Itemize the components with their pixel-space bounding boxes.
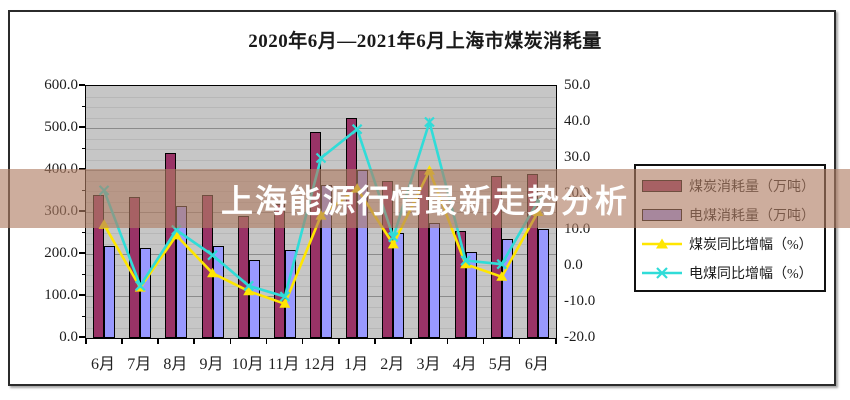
- legend-label: 电煤同比增幅（%）: [689, 266, 813, 282]
- x-axis-tick: [446, 338, 449, 344]
- y-axis-label-right: 40.0: [564, 113, 591, 129]
- gridline-minor: [86, 107, 556, 108]
- y-axis-label-right: 30.0: [564, 149, 591, 165]
- gridline-minor: [86, 138, 556, 140]
- legend-line-icon: [642, 238, 682, 248]
- chart-title: 2020年6月—2021年6月上海市煤炭消耗量: [248, 31, 602, 52]
- y-axis-label-left: 500.0: [44, 119, 78, 135]
- y-axis-label-left: 200.0: [44, 245, 78, 261]
- x-axis-tick: [518, 338, 521, 344]
- x-marker-icon: [496, 258, 508, 270]
- legend-item: 煤炭同比增幅（%）: [636, 229, 824, 258]
- gridline-major: [86, 128, 556, 129]
- x-axis-tick: [374, 338, 376, 344]
- left-axis-minor-tick: [82, 316, 85, 317]
- triangle-marker-icon: [243, 285, 255, 296]
- bar-electric-coal: [465, 251, 477, 338]
- x-axis-tick: [265, 338, 268, 344]
- gridline-minor: [86, 149, 556, 150]
- x-axis-label: 1月: [344, 356, 369, 373]
- triangle-marker-icon: [496, 271, 508, 281]
- x-axis-tick: [301, 338, 304, 344]
- left-axis-minor-tick: [82, 127, 85, 128]
- left-axis-minor-tick: [82, 148, 85, 149]
- y-axis-label-right: -10.0: [564, 293, 596, 309]
- x-axis-label: 3月: [416, 356, 441, 373]
- bar-electric-coal: [248, 260, 260, 338]
- x-axis-tick: [229, 338, 232, 344]
- x-marker-icon: [388, 231, 399, 243]
- triangle-marker-icon: [207, 267, 219, 278]
- x-axis-label: 8月: [163, 356, 188, 373]
- left-axis-minor-tick: [82, 274, 85, 275]
- x-axis-tick: [157, 338, 159, 344]
- triangle-marker-icon: [460, 258, 472, 269]
- y-axis-label-left: 100.0: [44, 287, 78, 303]
- x-axis-label: 10月: [231, 356, 264, 373]
- x-axis-label: 9月: [199, 356, 224, 373]
- x-marker-icon: [351, 123, 363, 135]
- x-axis-tick: [121, 338, 123, 344]
- bar-electric-coal: [212, 245, 224, 338]
- y-axis-label-left: 600.0: [44, 77, 78, 93]
- x-axis-tick: [555, 338, 557, 344]
- bar-electric-coal: [537, 228, 549, 338]
- left-axis-tick: [79, 84, 85, 86]
- bar-electric-coal: [104, 245, 116, 338]
- x-marker-icon: [279, 291, 291, 302]
- x-axis-tick: [85, 338, 87, 344]
- y-axis-label-right: 50.0: [564, 77, 591, 93]
- gridline-minor: [86, 117, 556, 119]
- watermark-banner: 上海能源行情最新走势分析: [0, 169, 850, 228]
- x-marker-icon: [243, 280, 254, 292]
- x-axis-label: 7月: [127, 356, 152, 373]
- x-axis-label: 12月: [303, 356, 336, 373]
- left-axis-minor-tick: [82, 106, 85, 107]
- x-axis-label: 4月: [452, 356, 477, 373]
- y-axis-label-right: 0.0: [564, 257, 583, 273]
- x-axis-tick: [482, 338, 485, 344]
- triangle-marker-icon: [279, 298, 291, 308]
- left-axis-minor-tick: [82, 253, 85, 254]
- gridline-minor: [86, 96, 556, 98]
- x-axis-tick: [338, 338, 340, 344]
- bar-electric-coal: [501, 239, 513, 338]
- x-marker-icon: [315, 152, 327, 164]
- x-axis-tick: [410, 338, 412, 344]
- x-marker-icon: [207, 249, 218, 261]
- triangle-marker-icon: [387, 238, 399, 249]
- left-axis-minor-tick: [82, 295, 85, 296]
- legend-label: 煤炭同比增幅（%）: [689, 237, 813, 253]
- legend-swatch-elec-yoy-line: [642, 265, 682, 281]
- legend-line-icon: [642, 266, 682, 279]
- left-axis-tick: [79, 336, 85, 338]
- triangle-marker-icon: [656, 238, 668, 248]
- legend-item: 电煤同比增幅（%）: [636, 258, 824, 287]
- bar-coal-consumption: [454, 230, 466, 338]
- x-axis-label: 2月: [380, 356, 405, 373]
- x-axis-label: 6月: [91, 356, 116, 373]
- legend-swatch-coal-yoy-line: [642, 236, 682, 252]
- bar-electric-coal: [140, 247, 152, 338]
- left-axis-minor-tick: [82, 232, 85, 233]
- watermark-text: 上海能源行情最新走势分析: [220, 182, 629, 219]
- triangle-marker-icon: [170, 229, 182, 240]
- x-marker-icon: [134, 280, 146, 292]
- x-axis-label: 5月: [488, 356, 513, 373]
- x-marker-icon: [656, 266, 668, 279]
- x-axis-label: 6月: [524, 356, 549, 373]
- y-axis-label-right: -20.0: [564, 329, 596, 345]
- x-axis-label: 11月: [268, 356, 300, 373]
- x-marker-icon: [460, 255, 471, 266]
- y-axis-label-left: 0.0: [59, 329, 78, 345]
- x-axis-tick: [193, 338, 195, 344]
- bar-coal-consumption: [310, 132, 321, 338]
- x-marker-icon: [424, 116, 435, 128]
